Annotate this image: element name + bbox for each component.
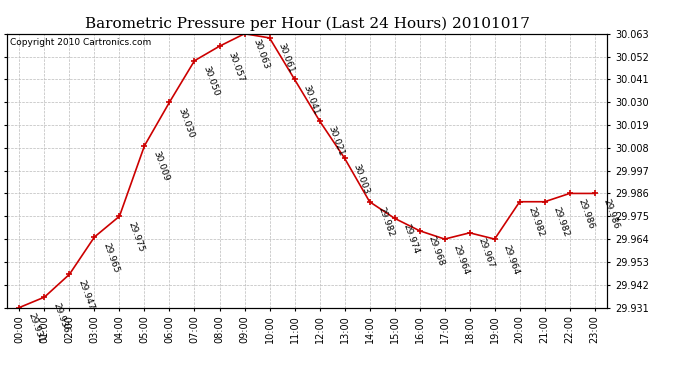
Text: 29.982: 29.982 (377, 206, 395, 238)
Text: 30.050: 30.050 (201, 65, 221, 98)
Text: 29.967: 29.967 (477, 237, 496, 270)
Text: 29.936: 29.936 (51, 301, 70, 334)
Text: 30.021: 30.021 (326, 125, 346, 158)
Text: 29.968: 29.968 (426, 235, 446, 268)
Text: 29.982: 29.982 (551, 206, 571, 238)
Text: 30.063: 30.063 (251, 38, 270, 71)
Text: 29.965: 29.965 (101, 241, 121, 274)
Text: 29.964: 29.964 (451, 243, 471, 276)
Text: 29.931: 29.931 (26, 312, 46, 344)
Text: 30.041: 30.041 (302, 84, 321, 116)
Text: 30.061: 30.061 (277, 42, 296, 75)
Text: 29.964: 29.964 (502, 243, 521, 276)
Title: Barometric Pressure per Hour (Last 24 Hours) 20101017: Barometric Pressure per Hour (Last 24 Ho… (85, 17, 529, 31)
Text: 29.975: 29.975 (126, 220, 146, 253)
Text: 30.030: 30.030 (177, 106, 196, 139)
Text: 30.009: 30.009 (151, 150, 170, 183)
Text: 29.986: 29.986 (602, 198, 621, 230)
Text: 29.947: 29.947 (77, 279, 95, 311)
Text: 30.057: 30.057 (226, 50, 246, 83)
Text: Copyright 2010 Cartronics.com: Copyright 2010 Cartronics.com (10, 38, 151, 47)
Text: 30.003: 30.003 (351, 162, 371, 195)
Text: 29.986: 29.986 (577, 198, 596, 230)
Text: 29.974: 29.974 (402, 222, 421, 255)
Text: 29.982: 29.982 (526, 206, 546, 238)
